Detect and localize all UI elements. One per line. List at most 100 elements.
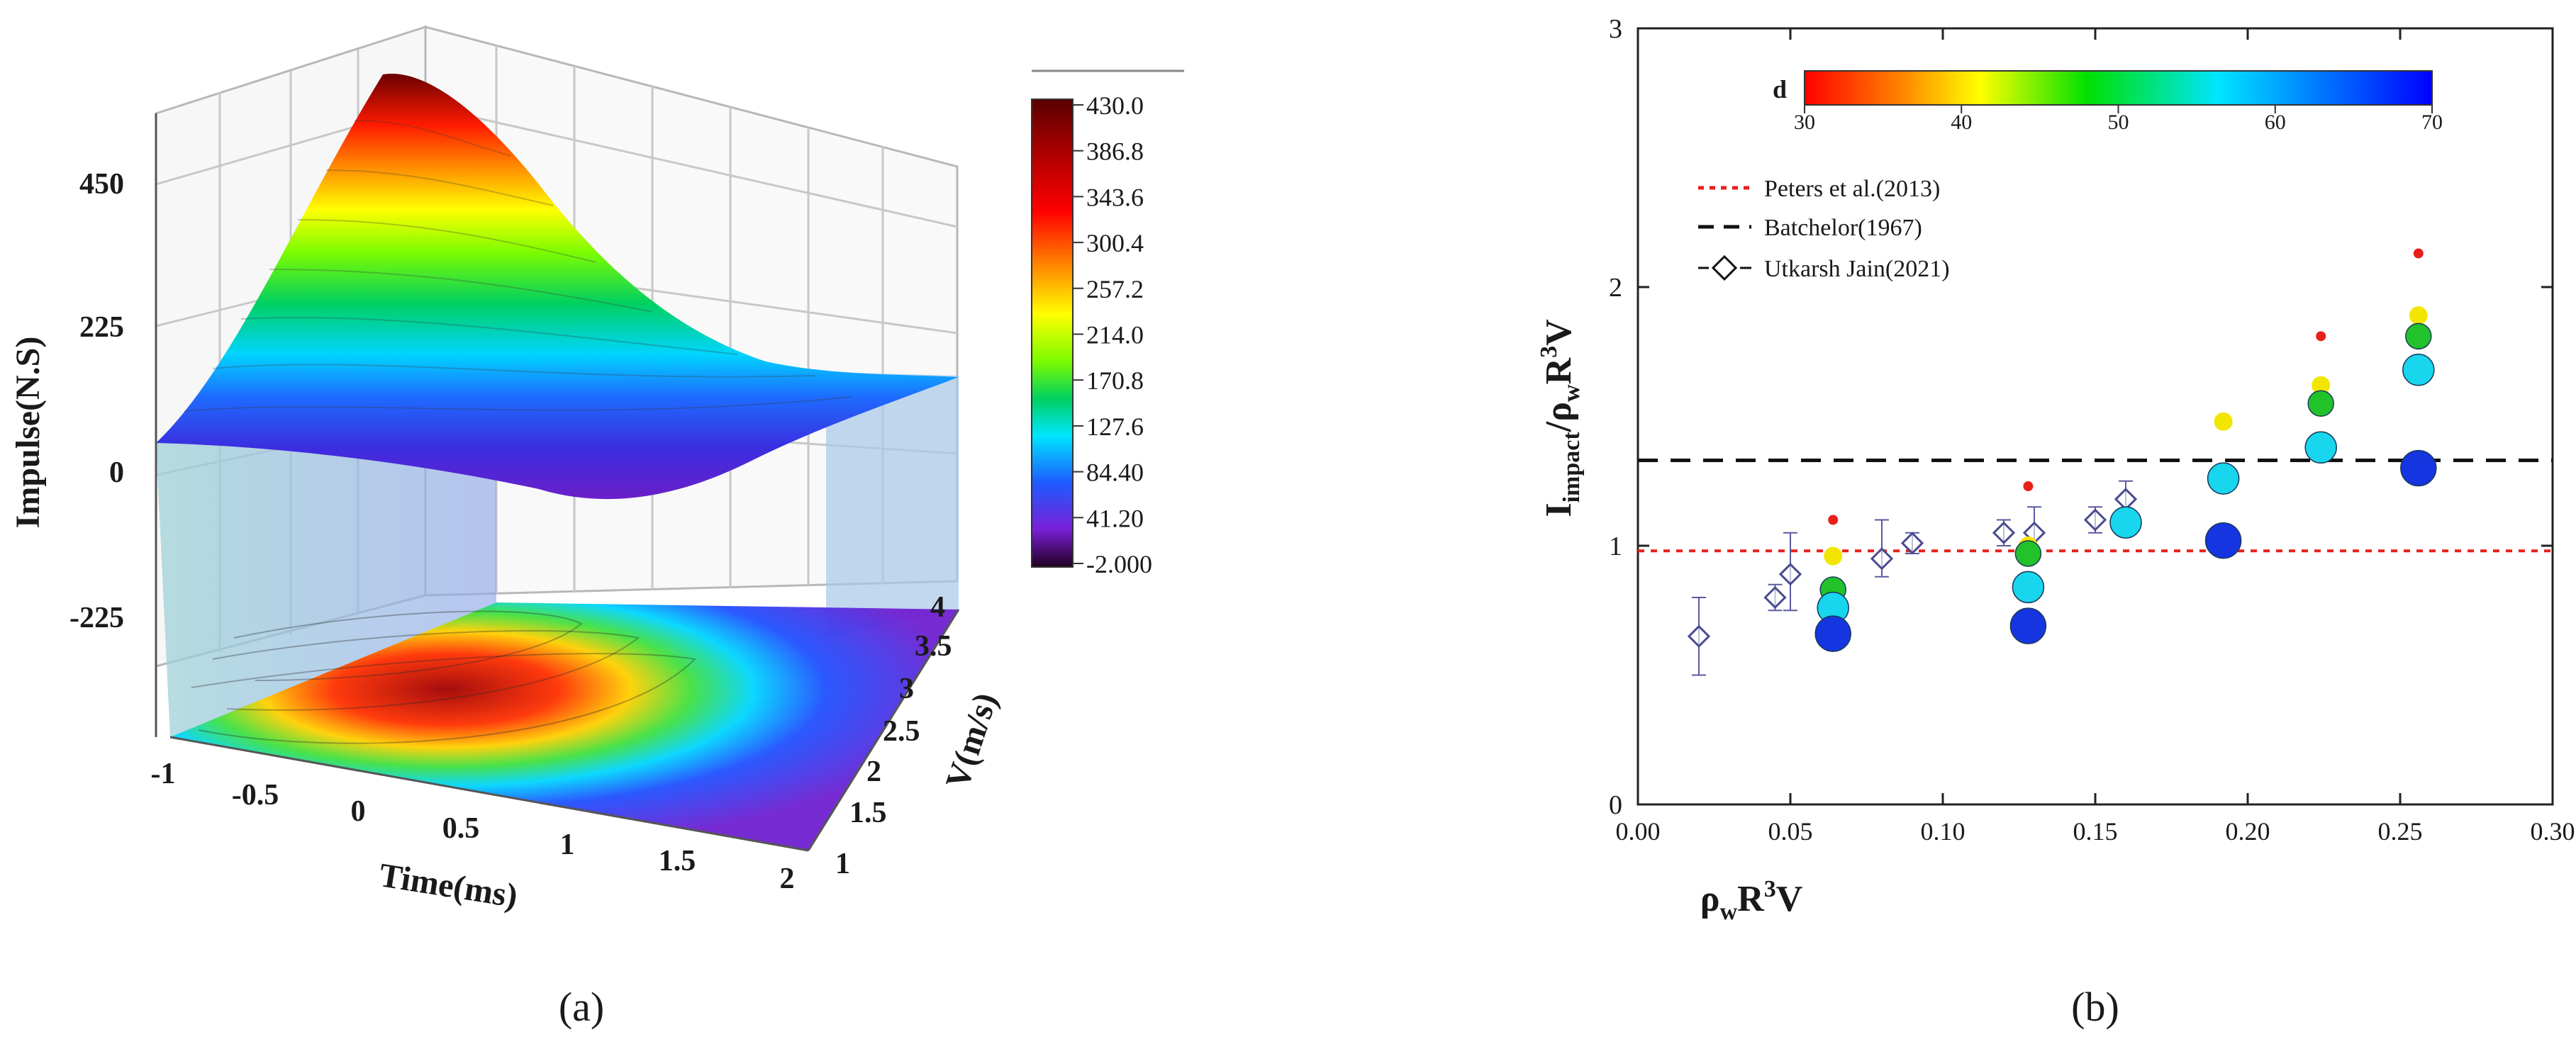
scatter-point — [2012, 571, 2045, 604]
y-label-sup: 3 — [1536, 346, 1562, 358]
legend-utkarsh-label: Utkarsh Jain(2021) — [1764, 256, 1950, 282]
x-label-sup: 3 — [1764, 876, 1776, 902]
colorbar-b-tick-label: 30 — [1794, 111, 1815, 134]
scatter-point — [2400, 449, 2437, 487]
colorbar-a-tick-label: 257.2 — [1086, 275, 1144, 303]
colorbar-b-tick-label: 70 — [2421, 111, 2443, 134]
x-tick: 2 — [780, 863, 795, 895]
y-tick: 1 — [835, 848, 850, 880]
y-tick: 1.5 — [849, 797, 887, 829]
panel-b-colorbar-ticks: 30 40 50 60 70 — [1794, 105, 2443, 134]
utkarsh-diamond — [2114, 488, 2138, 511]
y-label-end: V — [1539, 319, 1579, 346]
colorbar-a-tick-label: 41.20 — [1086, 504, 1144, 532]
x-tick-label: 0.30 — [2531, 817, 2575, 846]
panel-a-surface-chart: 450 225 0 -225 Impulse(N.S) -1 -0.5 0 0.… — [9, 25, 1184, 915]
panel-a-right-wall — [826, 372, 959, 638]
panel-a-surface — [156, 73, 959, 500]
utkarsh-diamond — [2083, 508, 2107, 532]
x-tick: -1 — [151, 758, 176, 790]
z-tick: -225 — [69, 602, 124, 634]
panel-b-x-label: ρwR3V — [1700, 876, 1803, 925]
scatter-point — [2204, 522, 2242, 559]
scatter-point — [2207, 462, 2240, 495]
colorbar-b-tick-label: 50 — [2108, 111, 2129, 134]
scatter-point — [2405, 322, 2432, 350]
panel-a-x-ticks: -1 -0.5 0 0.5 1 1.5 2 — [151, 758, 795, 895]
x-label-sub: w — [1720, 899, 1738, 925]
z-tick: 225 — [79, 311, 124, 344]
colorbar-a-tick-label: 214.0 — [1086, 321, 1144, 349]
legend-batchelor-label: Batchelor(1967) — [1764, 215, 1922, 241]
utkarsh-diamond — [1778, 563, 1802, 586]
x-tick-label: 0.15 — [2073, 817, 2118, 846]
caption-a: (a) — [559, 984, 604, 1030]
scatter-point — [2014, 540, 2042, 567]
panel-b-legend: Peters et al.(2013) Batchelor(1967) Utka… — [1698, 176, 1950, 282]
colorbar-a-tick-label: 170.8 — [1086, 366, 1144, 395]
utkarsh-diamond — [1900, 532, 1924, 555]
panel-a-x-label: Time(ms) — [377, 856, 520, 915]
utkarsh-diamond — [1687, 624, 1711, 648]
scatter-point — [2304, 431, 2337, 464]
y-tick: 4 — [930, 591, 945, 624]
colorbar-a-tick-label: 430.0 — [1086, 91, 1144, 120]
colorbar-b-tick-label: 40 — [1951, 111, 1972, 134]
panel-a-floor-contours — [191, 610, 697, 744]
legend-utkarsh-diamond-icon — [1711, 254, 1738, 281]
colorbar-a-tick-label: 343.6 — [1086, 183, 1144, 211]
panel-a-y-ticks: 1 1.5 2 2.5 3 3.5 4 — [835, 591, 952, 880]
y-label-sub: impact — [1559, 432, 1585, 503]
panel-a-left-wall — [156, 443, 496, 737]
x-tick-label: 0.05 — [1768, 817, 1813, 846]
x-label-end: V — [1776, 879, 1803, 919]
y-label-mid2: R — [1539, 357, 1579, 384]
y-tick-label: 2 — [1609, 273, 1622, 303]
panel-a-y-label: V(m/s) — [939, 688, 1005, 793]
y-label-main: I — [1539, 503, 1579, 517]
y-tick: 2.5 — [883, 715, 920, 748]
scatter-point — [2023, 481, 2034, 492]
scatter-point — [1828, 515, 1839, 525]
colorbar-a-tick-label: -2.000 — [1086, 550, 1152, 578]
scatter-point — [2402, 354, 2435, 386]
utkarsh-diamond — [1763, 585, 1787, 610]
x-label-mid: R — [1737, 879, 1765, 919]
caption-b: (b) — [2071, 984, 2119, 1030]
scatter-point — [2413, 248, 2424, 259]
y-tick: 3 — [899, 673, 914, 705]
scatter-point — [2009, 607, 2047, 644]
z-tick: 0 — [109, 456, 124, 489]
panel-a-z-ticks: 450 225 0 -225 — [69, 168, 124, 634]
panel-a-surface-mesh — [184, 120, 852, 412]
x-tick-label: 0.00 — [1616, 817, 1661, 846]
panel-b-y-label: Iimpact/ρwR3V — [1536, 319, 1585, 517]
y-label-mid: /ρ — [1539, 402, 1579, 432]
y-tick: 3.5 — [915, 630, 952, 663]
scatter-point — [2312, 376, 2331, 395]
panel-b-reference-lines — [1638, 459, 2553, 553]
x-tick: 0.5 — [442, 812, 480, 845]
panel-a-floor-projection — [170, 602, 959, 851]
x-tick-label: 0.20 — [2226, 817, 2270, 846]
colorbar-a-tick-label: 300.4 — [1086, 229, 1144, 257]
x-label-main: ρ — [1700, 879, 1720, 919]
x-tick: 1.5 — [659, 845, 696, 877]
utkarsh-diamond — [1870, 547, 1894, 571]
panel-a-colorbar-ticks: 430.0 386.8 343.6 300.4 257.2 214.0 170.8 127.6… — [1073, 91, 1152, 578]
y-tick-label: 0 — [1609, 790, 1622, 820]
scatter-point — [2214, 412, 2233, 431]
panel-b-plot-frame — [1637, 27, 2554, 806]
x-tick-label: 0.10 — [1921, 817, 1966, 846]
x-tick: 0 — [351, 795, 366, 828]
panel-b-axes: 0.00 0.05 0.10 0.15 0.20 0.25 0.30 0 1 2 3 — [1609, 14, 2575, 846]
scatter-point — [1814, 615, 1851, 652]
x-tick-label: 0.25 — [2378, 817, 2423, 846]
colorbar-a-tick-label: 127.6 — [1086, 412, 1144, 441]
y-tick: 2 — [866, 756, 881, 788]
legend-peters-label: Peters et al.(2013) — [1764, 176, 1940, 202]
colorbar-b-tick-label: 60 — [2265, 111, 2286, 134]
y-tick-label: 1 — [1609, 532, 1622, 561]
panel-a-axes-box — [155, 113, 960, 852]
